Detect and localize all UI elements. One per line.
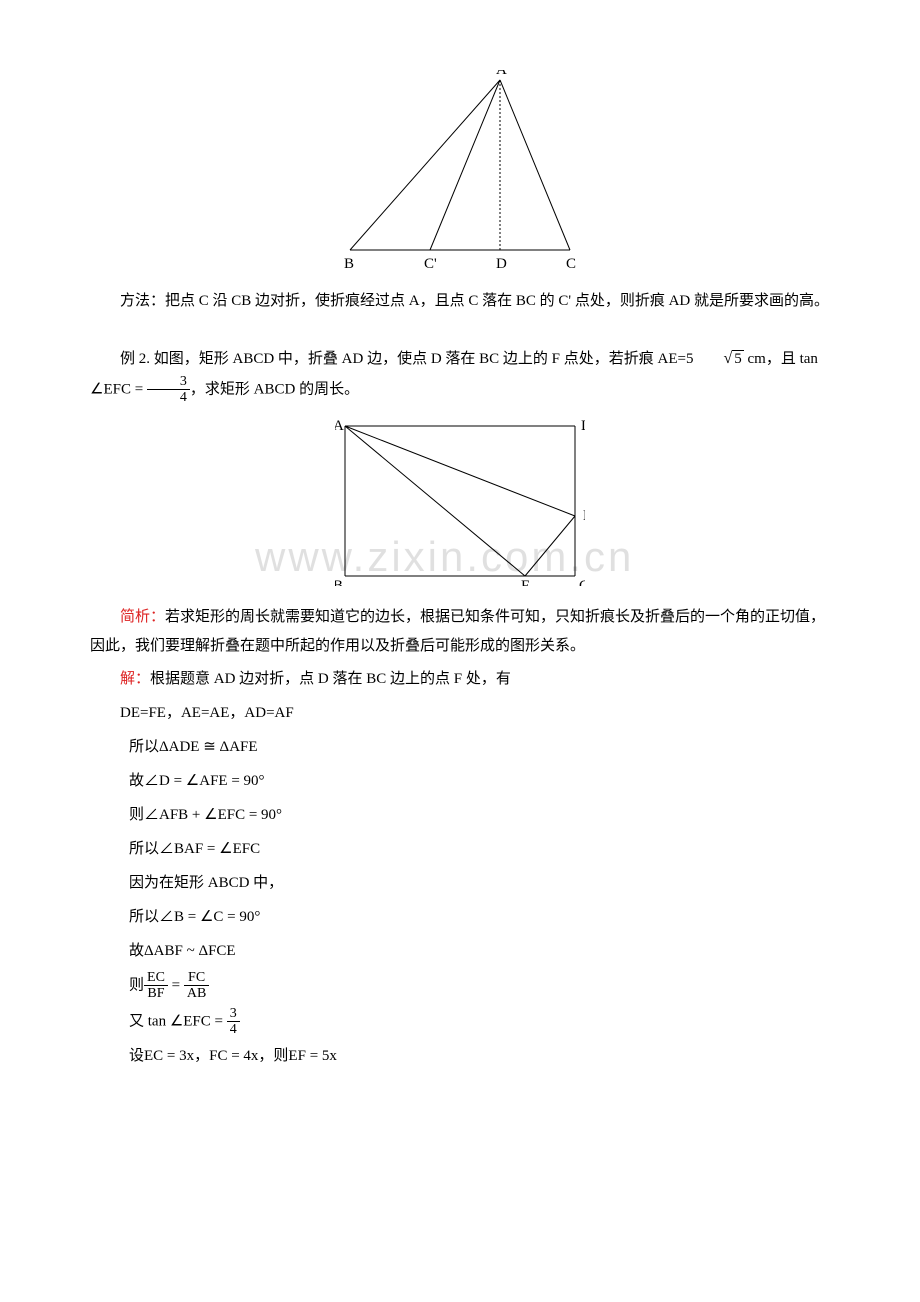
svg-text:C: C — [566, 256, 576, 270]
rect-svg: A D B C E F — [335, 416, 585, 586]
svg-text:B: B — [344, 256, 354, 270]
l9-pre: 则 — [129, 977, 144, 993]
math-l2: 所以ΔADE ≅ ΔAFE — [129, 732, 830, 762]
math-l4: 则∠AFB + ∠EFC = 90° — [129, 800, 830, 830]
svg-text:D: D — [496, 256, 507, 270]
math-l7: 所以∠B = ∠C = 90° — [129, 902, 830, 932]
math-l3: 故∠D = ∠AFE = 90° — [129, 766, 830, 796]
l9-mid: = — [168, 977, 184, 993]
analysis-paragraph: 简析：若求矩形的周长就需要知道它的边长，根据已知条件可知，只知折痕长及折叠后的一… — [90, 603, 830, 662]
example2-para: 例 2. 如图，矩形 ABCD 中，折叠 AD 边，使点 D 落在 BC 边上的… — [90, 343, 830, 406]
math-l9: 则ECBF = FCAB — [129, 970, 830, 1002]
solve-paragraph: 解：根据题意 AD 边对折，点 D 落在 BC 边上的点 F 处，有 — [90, 665, 830, 694]
solve-label: 解： — [120, 671, 150, 687]
math-l5: 所以∠BAF = ∠EFC — [129, 834, 830, 864]
l10-pre: 又 tan ∠EFC = — [129, 1013, 227, 1029]
frac-3-4: 34 — [147, 374, 190, 406]
math-l11: 设EC = 3x，FC = 4x，则EF = 5x — [129, 1041, 830, 1071]
solve-text: 根据题意 AD 边对折，点 D 落在 BC 边上的点 F 处，有 — [150, 671, 511, 687]
method-paragraph: 方法：把点 C 沿 CB 边对折，使折痕经过点 A，且点 C 落在 BC 的 C… — [90, 287, 830, 316]
analysis-label: 简析： — [120, 609, 165, 625]
svg-text:B: B — [335, 578, 343, 586]
svg-text:D: D — [581, 418, 585, 434]
svg-text:A: A — [335, 418, 344, 434]
analysis-text: 若求矩形的周长就需要知道它的边长，根据已知条件可知，只知折痕长及折叠后的一个角的… — [90, 609, 825, 654]
svg-text:A: A — [496, 70, 507, 78]
math-l1: DE=FE，AE=AE，AD=AF — [90, 699, 830, 728]
triangle-svg: A B C' D C — [330, 70, 590, 270]
figure-rectangle: ADBCEF www.zixin.com.cn — [90, 416, 830, 597]
ex2-mid-b: ，求矩形 ABCD 的周长。 — [190, 381, 359, 397]
math-l8: 故ΔABF ~ ΔFCE — [129, 936, 830, 966]
math-l10: 又 tan ∠EFC = 34 — [129, 1006, 830, 1038]
svg-text:C': C' — [424, 256, 437, 270]
frac-fc-ab: FCAB — [184, 970, 209, 1002]
ex2-prefix: 例 2. 如图，矩形 ABCD 中，折叠 AD 边，使点 D 落在 BC 边上的… — [120, 351, 693, 367]
frac-3-4b: 34 — [227, 1006, 240, 1038]
frac-ec-bf: ECBF — [144, 970, 168, 1002]
svg-text:E: E — [583, 508, 585, 524]
svg-text:C: C — [579, 578, 585, 586]
figure-triangle: A B C' D C — [90, 70, 830, 281]
math-l6: 因为在矩形 ABCD 中， — [129, 868, 830, 898]
svg-text:F: F — [521, 578, 529, 586]
sqrt-5: 5 — [693, 343, 743, 374]
